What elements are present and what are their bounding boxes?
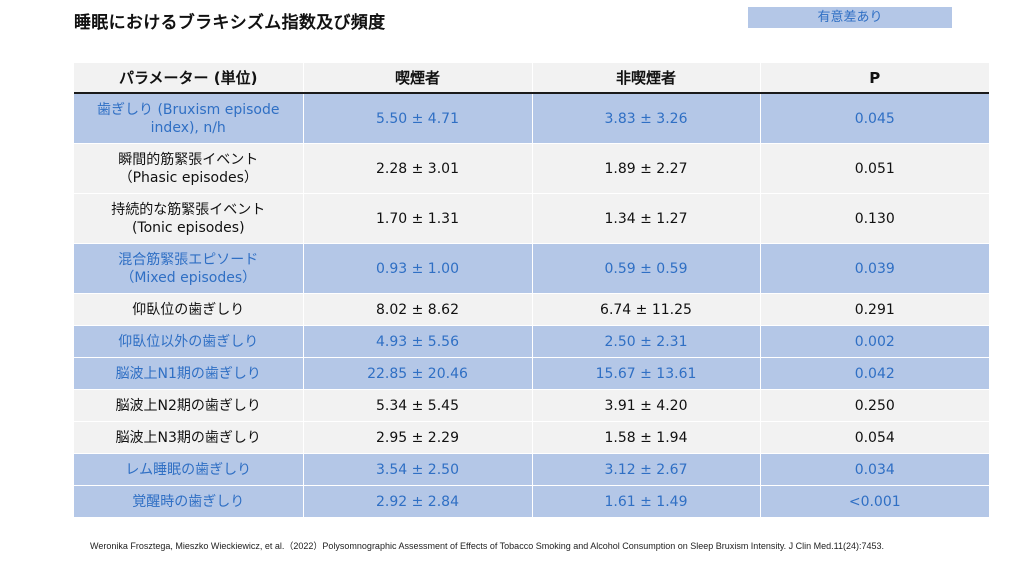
cell-p-value: 0.051 — [759, 143, 989, 194]
cell-p-value: 0.130 — [759, 193, 989, 244]
cell-nonsmokers: 15.67 ± 13.61 — [531, 357, 760, 390]
cell-parameter: 歯ぎしり (Bruxism episode index), n/h — [74, 92, 303, 144]
significance-legend: 有意差あり — [748, 7, 952, 28]
cell-p-value: 0.042 — [759, 357, 989, 390]
cell-smokers: 3.54 ± 2.50 — [302, 453, 532, 486]
cell-smokers: 22.85 ± 20.46 — [302, 357, 532, 390]
cell-smokers: 8.02 ± 8.62 — [302, 293, 532, 326]
bruxism-table: パラメーター (単位) 喫煙者 非喫煙者 P 歯ぎしり (Bruxism epi… — [74, 63, 989, 517]
cell-parameter: 脳波上N2期の歯ぎしり — [74, 389, 303, 422]
table-row: 仰臥位以外の歯ぎしり 4.93 ± 5.56 2.50 ± 2.31 0.002 — [74, 325, 989, 358]
cell-p-value: <0.001 — [759, 485, 989, 517]
cell-parameter: 脳波上N1期の歯ぎしり — [74, 357, 303, 390]
cell-p-value: 0.002 — [759, 325, 989, 358]
cell-nonsmokers: 1.89 ± 2.27 — [531, 143, 760, 194]
cell-smokers: 5.50 ± 4.71 — [302, 92, 532, 144]
cell-smokers: 2.28 ± 3.01 — [302, 143, 532, 194]
cell-nonsmokers: 3.91 ± 4.20 — [531, 389, 760, 422]
cell-p-value: 0.034 — [759, 453, 989, 486]
table-row: 脳波上N2期の歯ぎしり 5.34 ± 5.45 3.91 ± 4.20 0.250 — [74, 389, 989, 422]
cell-smokers: 2.95 ± 2.29 — [302, 421, 532, 454]
cell-smokers: 0.93 ± 1.00 — [302, 243, 532, 294]
table-row: 持続的な筋緊張イベント (Tonic episodes) 1.70 ± 1.31 1… — [74, 193, 989, 244]
cell-parameter: 瞬間的筋緊張イベント （Phasic episodes） — [74, 143, 303, 194]
cell-p-value: 0.291 — [759, 293, 989, 326]
table-row: 脳波上N3期の歯ぎしり 2.95 ± 2.29 1.58 ± 1.94 0.054 — [74, 421, 989, 454]
cell-nonsmokers: 1.34 ± 1.27 — [531, 193, 760, 244]
table-row: 瞬間的筋緊張イベント （Phasic episodes） 2.28 ± 3.01 1… — [74, 143, 989, 194]
cell-p-value: 0.054 — [759, 421, 989, 454]
cell-smokers: 5.34 ± 5.45 — [302, 389, 532, 422]
slide-title: 睡眠におけるブラキシズム指数及び頻度 — [74, 13, 386, 33]
table-header-row: パラメーター (単位) 喫煙者 非喫煙者 P — [74, 63, 989, 94]
cell-smokers: 4.93 ± 5.56 — [302, 325, 532, 358]
table-row: 歯ぎしり (Bruxism episode index), n/h 5.50 ± … — [74, 92, 989, 144]
table-row: レム睡眠の歯ぎしり 3.54 ± 2.50 3.12 ± 2.67 0.034 — [74, 453, 989, 486]
header-parameter: パラメーター (単位) — [74, 63, 303, 94]
cell-parameter: 仰臥位以外の歯ぎしり — [74, 325, 303, 358]
cell-p-value: 0.045 — [759, 92, 989, 144]
table-row: 仰臥位の歯ぎしり 8.02 ± 8.62 6.74 ± 11.25 0.291 — [74, 293, 989, 326]
table-row: 混合筋緊張エピソード （Mixed episodes） 0.93 ± 1.00 0.… — [74, 243, 989, 294]
cell-parameter: 仰臥位の歯ぎしり — [74, 293, 303, 326]
header-smokers: 喫煙者 — [302, 63, 532, 94]
cell-nonsmokers: 6.74 ± 11.25 — [531, 293, 760, 326]
cell-parameter: 脳波上N3期の歯ぎしり — [74, 421, 303, 454]
cell-p-value: 0.039 — [759, 243, 989, 294]
cell-nonsmokers: 3.83 ± 3.26 — [531, 92, 760, 144]
header-nonsmokers: 非喫煙者 — [531, 63, 760, 94]
cell-parameter: レム睡眠の歯ぎしり — [74, 453, 303, 486]
cell-nonsmokers: 1.61 ± 1.49 — [531, 485, 760, 517]
cell-p-value: 0.250 — [759, 389, 989, 422]
cell-smokers: 2.92 ± 2.84 — [302, 485, 532, 517]
cell-parameter: 混合筋緊張エピソード （Mixed episodes） — [74, 243, 303, 294]
cell-nonsmokers: 2.50 ± 2.31 — [531, 325, 760, 358]
citation: Weronika Frosztega, Mieszko Wieckiewicz,… — [90, 541, 885, 551]
cell-parameter: 持続的な筋緊張イベント (Tonic episodes) — [74, 193, 303, 244]
table-row: 脳波上N1期の歯ぎしり 22.85 ± 20.46 15.67 ± 13.61 0.0… — [74, 357, 989, 390]
table-row: 覚醒時の歯ぎしり 2.92 ± 2.84 1.61 ± 1.49 <0.001 — [74, 485, 989, 517]
cell-nonsmokers: 0.59 ± 0.59 — [531, 243, 760, 294]
header-p: P — [759, 63, 989, 94]
cell-smokers: 1.70 ± 1.31 — [302, 193, 532, 244]
cell-nonsmokers: 3.12 ± 2.67 — [531, 453, 760, 486]
cell-parameter: 覚醒時の歯ぎしり — [74, 485, 303, 517]
cell-nonsmokers: 1.58 ± 1.94 — [531, 421, 760, 454]
